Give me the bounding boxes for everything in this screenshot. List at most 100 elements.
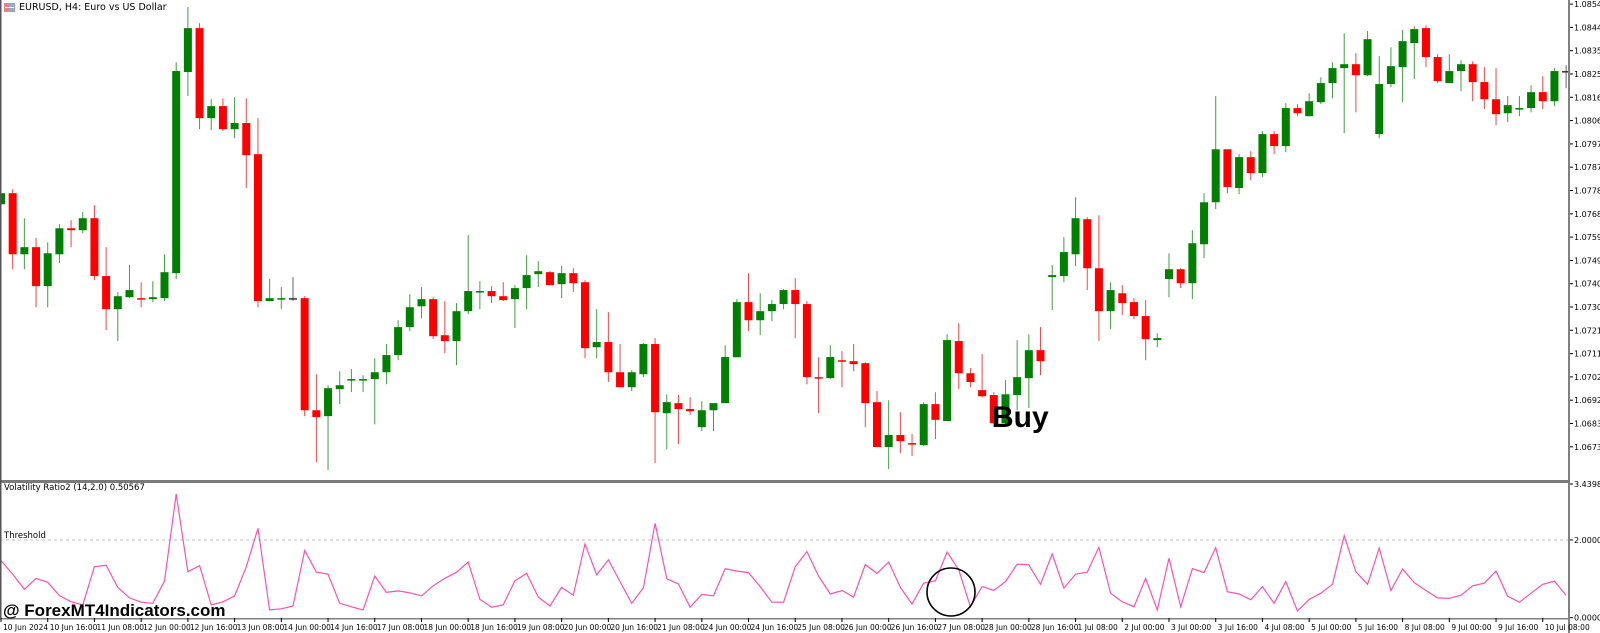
candle bbox=[791, 278, 800, 339]
candle-body bbox=[931, 404, 940, 420]
candle-body bbox=[487, 291, 496, 297]
candle-body bbox=[616, 372, 625, 388]
candle-body bbox=[43, 253, 52, 287]
candle bbox=[966, 368, 975, 388]
candle bbox=[1036, 327, 1045, 376]
candle bbox=[1141, 300, 1150, 361]
volatility-ratio-line bbox=[0, 494, 1567, 613]
time-tick-label: 19 Jun 08:00 bbox=[517, 623, 565, 632]
candle-body bbox=[1200, 202, 1209, 245]
candle bbox=[253, 118, 262, 308]
time-tick-label: 18 Jun 00:00 bbox=[423, 623, 471, 632]
candle-body bbox=[721, 357, 730, 404]
candle-body bbox=[908, 443, 917, 445]
time-tick-label: 20 Jun 00:00 bbox=[564, 623, 612, 632]
candle bbox=[919, 402, 928, 447]
candle-body bbox=[966, 373, 975, 383]
candle-body bbox=[510, 288, 519, 300]
candle-body bbox=[686, 409, 695, 412]
time-tick-label: 9 Jul 16:00 bbox=[1498, 623, 1538, 632]
price-tick-label: 1.07970 bbox=[1574, 140, 1600, 149]
candle bbox=[861, 362, 870, 428]
candle bbox=[1386, 47, 1395, 88]
candle bbox=[709, 403, 718, 432]
candle bbox=[405, 294, 414, 332]
price-axis-line bbox=[1568, 0, 1570, 633]
time-tick-label: 28 Jun 00:00 bbox=[984, 623, 1032, 632]
candle bbox=[1398, 30, 1407, 103]
indicator-pane bbox=[0, 493, 1568, 613]
candle bbox=[1176, 268, 1185, 289]
candle bbox=[896, 412, 905, 454]
time-tick-label: 18 Jun 16:00 bbox=[470, 623, 518, 632]
candle-body bbox=[370, 372, 379, 380]
candle bbox=[242, 98, 251, 189]
candle-body bbox=[709, 403, 718, 411]
candle-body bbox=[896, 435, 905, 442]
price-tick-label: 1.07115 bbox=[1574, 350, 1600, 359]
candle-body bbox=[207, 106, 216, 119]
candle-body bbox=[522, 275, 531, 289]
candle bbox=[779, 289, 788, 310]
candle bbox=[592, 309, 601, 359]
candle bbox=[148, 281, 157, 303]
candle bbox=[1562, 65, 1571, 89]
pane-separator bbox=[0, 480, 1570, 483]
candle-body bbox=[826, 357, 835, 379]
time-tick-label: 10 Jul 08:00 bbox=[1545, 623, 1590, 632]
candle-body bbox=[1550, 71, 1559, 102]
price-tick-label: 1.07875 bbox=[1574, 163, 1600, 172]
candle-body bbox=[627, 372, 636, 388]
candle-body bbox=[417, 299, 426, 307]
candle-body bbox=[1421, 28, 1430, 58]
time-tick-label: 3 Jul 00:00 bbox=[1171, 623, 1211, 632]
candle bbox=[359, 375, 368, 393]
candle-body bbox=[195, 28, 204, 119]
candle-body bbox=[943, 340, 952, 422]
time-tick-label: 3 Jul 16:00 bbox=[1218, 623, 1258, 632]
candle-body bbox=[1223, 149, 1232, 188]
candle-body bbox=[861, 363, 870, 404]
candle-body bbox=[1246, 157, 1255, 174]
price-tick-label: 1.07685 bbox=[1574, 210, 1600, 219]
candle bbox=[569, 268, 578, 293]
candle-body bbox=[464, 291, 473, 312]
candle bbox=[487, 286, 496, 304]
candle-body bbox=[744, 302, 753, 321]
candle bbox=[102, 247, 111, 331]
candle bbox=[1153, 333, 1162, 348]
time-tick-label: 4 Jul 08:00 bbox=[1264, 623, 1304, 632]
candle-body bbox=[1141, 316, 1150, 340]
candle-body bbox=[1351, 64, 1360, 76]
candle-body bbox=[697, 410, 706, 428]
price-tick-label: 1.07780 bbox=[1574, 187, 1600, 196]
candle bbox=[464, 235, 473, 315]
candle-body bbox=[1083, 219, 1092, 269]
candle-body bbox=[172, 71, 181, 274]
candle bbox=[312, 374, 321, 463]
candle-body bbox=[253, 154, 262, 302]
candle bbox=[545, 271, 554, 286]
candle-body bbox=[1562, 71, 1571, 73]
candle-body bbox=[1386, 66, 1395, 85]
candle-body bbox=[978, 390, 987, 397]
candle bbox=[125, 265, 134, 299]
candle-body bbox=[8, 193, 17, 255]
candle bbox=[1024, 334, 1033, 409]
candle bbox=[1527, 85, 1536, 113]
candle bbox=[207, 99, 216, 131]
candle bbox=[1421, 25, 1430, 68]
time-tick-label: 5 Jul 00:00 bbox=[1311, 623, 1351, 632]
time-tick-label: 10 Jun 16:00 bbox=[50, 623, 98, 632]
time-tick-label: 14 Jun 16:00 bbox=[330, 623, 378, 632]
candle bbox=[534, 261, 543, 288]
candle bbox=[943, 334, 952, 422]
candle bbox=[627, 370, 636, 392]
candle bbox=[1363, 31, 1372, 77]
candle-body bbox=[1013, 377, 1022, 396]
candle bbox=[324, 385, 333, 471]
threshold-label: Threshold bbox=[4, 531, 46, 541]
candle bbox=[8, 189, 17, 270]
candle-body bbox=[1106, 290, 1115, 312]
